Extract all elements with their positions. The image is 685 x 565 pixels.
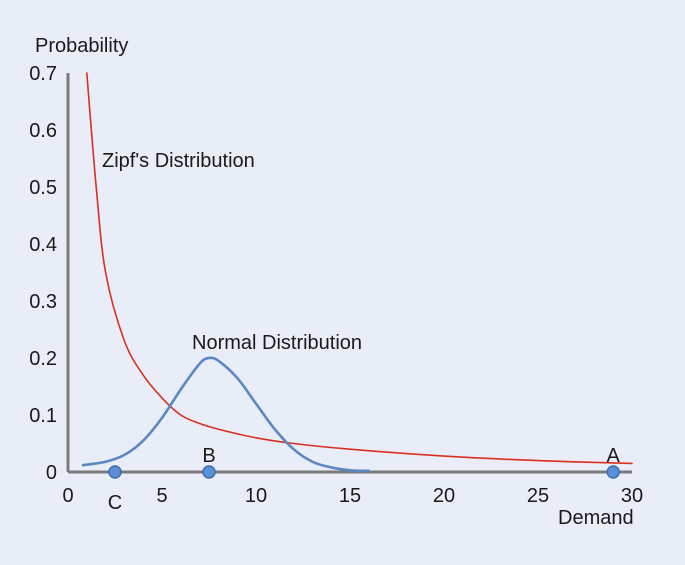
demand-point-label: A [607,445,621,467]
y-tick-label: 0 [46,462,57,484]
demand-point-label: B [202,445,215,467]
zipf-curve [86,72,633,465]
x-tick-label: 10 [245,485,267,507]
y-tick-label: 0.1 [29,405,57,427]
y-tick-label: 0.3 [29,291,57,313]
y-tick-label: 0.4 [29,234,57,256]
y-tick-label: 0.6 [29,120,57,142]
series-lines [81,72,633,473]
x-tick-labels: 0 5 10 15 20 25 30 [62,485,643,507]
demand-point-a [606,465,620,479]
y-tick-label: 0.2 [29,348,57,370]
demand-point-c [108,465,122,479]
x-tick-label: 5 [156,485,167,507]
x-tick-label: 25 [527,485,549,507]
axes [66,73,632,474]
y-tick-label: 0.7 [29,63,57,85]
normal-series-label: Normal Distribution [192,332,362,354]
y-tick-label: 0.5 [29,177,57,199]
demand-point-b [202,465,216,479]
x-axis-title: Demand [558,507,634,529]
x-tick-label: 0 [62,485,73,507]
x-tick-label: 15 [339,485,361,507]
normal-curve [81,356,371,473]
x-tick-label: 30 [621,485,643,507]
y-axis-title: Probability [35,35,128,57]
x-tick-label: 20 [433,485,455,507]
zipf-series-label: Zipf's Distribution [102,150,255,172]
demand-points: C B A [108,445,621,514]
y-tick-labels: 0 0.1 0.2 0.3 0.4 0.5 0.6 0.7 [29,63,57,484]
demand-point-label: C [108,492,122,514]
